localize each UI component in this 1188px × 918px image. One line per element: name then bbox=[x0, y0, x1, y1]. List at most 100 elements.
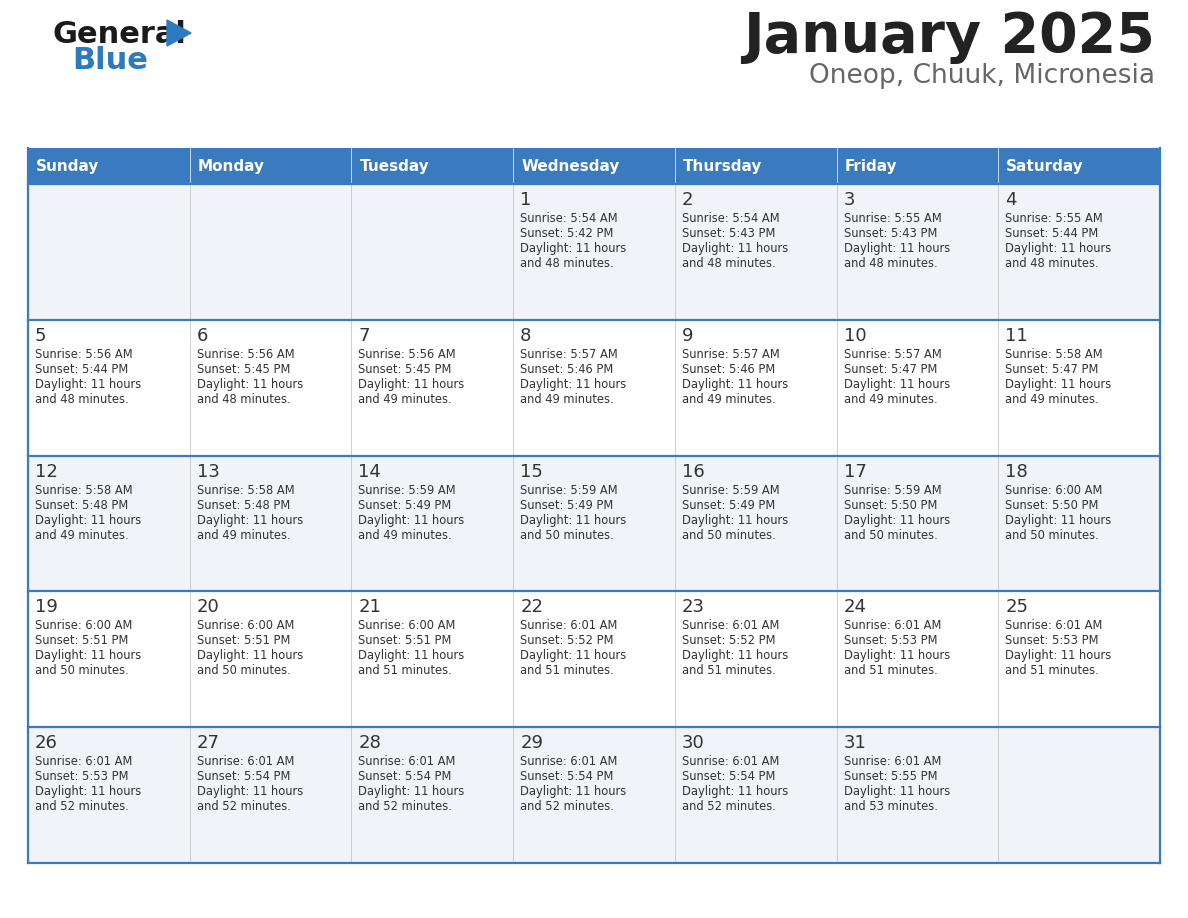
Text: and 49 minutes.: and 49 minutes. bbox=[359, 393, 453, 406]
Text: Sunrise: 5:55 AM: Sunrise: 5:55 AM bbox=[1005, 212, 1102, 225]
Text: Daylight: 11 hours: Daylight: 11 hours bbox=[843, 513, 950, 527]
Text: 6: 6 bbox=[197, 327, 208, 345]
Text: and 52 minutes.: and 52 minutes. bbox=[520, 800, 614, 813]
Text: 27: 27 bbox=[197, 734, 220, 752]
Text: and 48 minutes.: and 48 minutes. bbox=[843, 257, 937, 270]
Text: and 52 minutes.: and 52 minutes. bbox=[359, 800, 453, 813]
Text: Daylight: 11 hours: Daylight: 11 hours bbox=[197, 378, 303, 391]
Text: 5: 5 bbox=[34, 327, 46, 345]
Text: Daylight: 11 hours: Daylight: 11 hours bbox=[1005, 378, 1112, 391]
Text: and 48 minutes.: and 48 minutes. bbox=[682, 257, 776, 270]
Text: Daylight: 11 hours: Daylight: 11 hours bbox=[682, 649, 788, 663]
Text: General: General bbox=[52, 20, 185, 49]
Text: Sunset: 5:44 PM: Sunset: 5:44 PM bbox=[1005, 227, 1099, 240]
Text: 29: 29 bbox=[520, 734, 543, 752]
Text: Daylight: 11 hours: Daylight: 11 hours bbox=[34, 785, 141, 798]
Text: Sunset: 5:44 PM: Sunset: 5:44 PM bbox=[34, 363, 128, 375]
Text: 8: 8 bbox=[520, 327, 531, 345]
Text: Sunset: 5:53 PM: Sunset: 5:53 PM bbox=[1005, 634, 1099, 647]
Text: Daylight: 11 hours: Daylight: 11 hours bbox=[520, 513, 626, 527]
Text: Sunrise: 5:57 AM: Sunrise: 5:57 AM bbox=[520, 348, 618, 361]
Text: 1: 1 bbox=[520, 191, 531, 209]
Bar bbox=[29, 727, 1159, 863]
Text: 18: 18 bbox=[1005, 463, 1028, 481]
Text: Daylight: 11 hours: Daylight: 11 hours bbox=[197, 785, 303, 798]
Text: and 52 minutes.: and 52 minutes. bbox=[197, 800, 291, 813]
Text: Sunrise: 6:01 AM: Sunrise: 6:01 AM bbox=[682, 620, 779, 633]
Text: Daylight: 11 hours: Daylight: 11 hours bbox=[1005, 649, 1112, 663]
Text: Daylight: 11 hours: Daylight: 11 hours bbox=[682, 242, 788, 255]
Text: 15: 15 bbox=[520, 463, 543, 481]
Text: and 51 minutes.: and 51 minutes. bbox=[843, 665, 937, 677]
Text: and 49 minutes.: and 49 minutes. bbox=[1005, 393, 1099, 406]
Text: 17: 17 bbox=[843, 463, 866, 481]
Text: Sunrise: 5:56 AM: Sunrise: 5:56 AM bbox=[359, 348, 456, 361]
Text: and 49 minutes.: and 49 minutes. bbox=[520, 393, 614, 406]
Text: Sunset: 5:50 PM: Sunset: 5:50 PM bbox=[843, 498, 937, 511]
Text: Sunset: 5:54 PM: Sunset: 5:54 PM bbox=[682, 770, 776, 783]
Text: Oneop, Chuuk, Micronesia: Oneop, Chuuk, Micronesia bbox=[809, 63, 1155, 89]
Text: 7: 7 bbox=[359, 327, 369, 345]
Text: Sunset: 5:54 PM: Sunset: 5:54 PM bbox=[359, 770, 451, 783]
Text: Sunrise: 6:00 AM: Sunrise: 6:00 AM bbox=[34, 620, 132, 633]
Text: Sunrise: 5:59 AM: Sunrise: 5:59 AM bbox=[359, 484, 456, 497]
Bar bbox=[675, 148, 836, 184]
Text: Daylight: 11 hours: Daylight: 11 hours bbox=[359, 785, 465, 798]
Text: and 51 minutes.: and 51 minutes. bbox=[359, 665, 453, 677]
Text: Sunrise: 6:00 AM: Sunrise: 6:00 AM bbox=[359, 620, 456, 633]
Text: Daylight: 11 hours: Daylight: 11 hours bbox=[520, 649, 626, 663]
Text: Daylight: 11 hours: Daylight: 11 hours bbox=[843, 378, 950, 391]
Bar bbox=[29, 148, 190, 184]
Text: Daylight: 11 hours: Daylight: 11 hours bbox=[682, 378, 788, 391]
Text: and 49 minutes.: and 49 minutes. bbox=[843, 393, 937, 406]
Text: Sunset: 5:53 PM: Sunset: 5:53 PM bbox=[34, 770, 128, 783]
Text: Daylight: 11 hours: Daylight: 11 hours bbox=[843, 649, 950, 663]
Bar bbox=[29, 319, 1159, 455]
Text: Daylight: 11 hours: Daylight: 11 hours bbox=[682, 513, 788, 527]
Text: Sunset: 5:53 PM: Sunset: 5:53 PM bbox=[843, 634, 937, 647]
Text: and 48 minutes.: and 48 minutes. bbox=[520, 257, 614, 270]
Text: and 49 minutes.: and 49 minutes. bbox=[682, 393, 776, 406]
Text: 13: 13 bbox=[197, 463, 220, 481]
Text: 10: 10 bbox=[843, 327, 866, 345]
Text: Sunset: 5:47 PM: Sunset: 5:47 PM bbox=[843, 363, 937, 375]
Text: 24: 24 bbox=[843, 599, 866, 616]
Text: Sunrise: 5:59 AM: Sunrise: 5:59 AM bbox=[520, 484, 618, 497]
Text: Sunrise: 5:58 AM: Sunrise: 5:58 AM bbox=[197, 484, 295, 497]
Text: Daylight: 11 hours: Daylight: 11 hours bbox=[359, 513, 465, 527]
Text: 2: 2 bbox=[682, 191, 694, 209]
Bar bbox=[352, 148, 513, 184]
Text: Sunset: 5:46 PM: Sunset: 5:46 PM bbox=[682, 363, 775, 375]
Text: Sunset: 5:45 PM: Sunset: 5:45 PM bbox=[359, 363, 451, 375]
Text: 31: 31 bbox=[843, 734, 866, 752]
Text: Sunrise: 6:01 AM: Sunrise: 6:01 AM bbox=[359, 756, 456, 768]
Text: 4: 4 bbox=[1005, 191, 1017, 209]
Text: 30: 30 bbox=[682, 734, 704, 752]
Text: 3: 3 bbox=[843, 191, 855, 209]
Text: 28: 28 bbox=[359, 734, 381, 752]
Text: January 2025: January 2025 bbox=[744, 10, 1155, 64]
Text: Sunrise: 6:01 AM: Sunrise: 6:01 AM bbox=[520, 620, 618, 633]
Text: and 50 minutes.: and 50 minutes. bbox=[34, 665, 128, 677]
Text: 21: 21 bbox=[359, 599, 381, 616]
Text: Blue: Blue bbox=[72, 46, 147, 75]
Text: Daylight: 11 hours: Daylight: 11 hours bbox=[34, 649, 141, 663]
Text: Sunrise: 5:56 AM: Sunrise: 5:56 AM bbox=[197, 348, 295, 361]
Bar bbox=[998, 148, 1159, 184]
Text: 16: 16 bbox=[682, 463, 704, 481]
Text: 23: 23 bbox=[682, 599, 704, 616]
Text: and 49 minutes.: and 49 minutes. bbox=[359, 529, 453, 542]
Text: Sunrise: 5:54 AM: Sunrise: 5:54 AM bbox=[682, 212, 779, 225]
Text: Sunrise: 6:01 AM: Sunrise: 6:01 AM bbox=[197, 756, 295, 768]
Text: Sunrise: 6:00 AM: Sunrise: 6:00 AM bbox=[1005, 484, 1102, 497]
Text: Sunrise: 5:54 AM: Sunrise: 5:54 AM bbox=[520, 212, 618, 225]
Text: Sunrise: 6:01 AM: Sunrise: 6:01 AM bbox=[1005, 620, 1102, 633]
Text: Monday: Monday bbox=[197, 159, 265, 174]
Text: Sunrise: 5:59 AM: Sunrise: 5:59 AM bbox=[682, 484, 779, 497]
Text: and 51 minutes.: and 51 minutes. bbox=[520, 665, 614, 677]
Text: Sunset: 5:43 PM: Sunset: 5:43 PM bbox=[843, 227, 937, 240]
Text: Sunrise: 6:00 AM: Sunrise: 6:00 AM bbox=[197, 620, 295, 633]
Text: Sunrise: 5:57 AM: Sunrise: 5:57 AM bbox=[843, 348, 941, 361]
Text: Daylight: 11 hours: Daylight: 11 hours bbox=[1005, 242, 1112, 255]
Text: Sunset: 5:48 PM: Sunset: 5:48 PM bbox=[197, 498, 290, 511]
